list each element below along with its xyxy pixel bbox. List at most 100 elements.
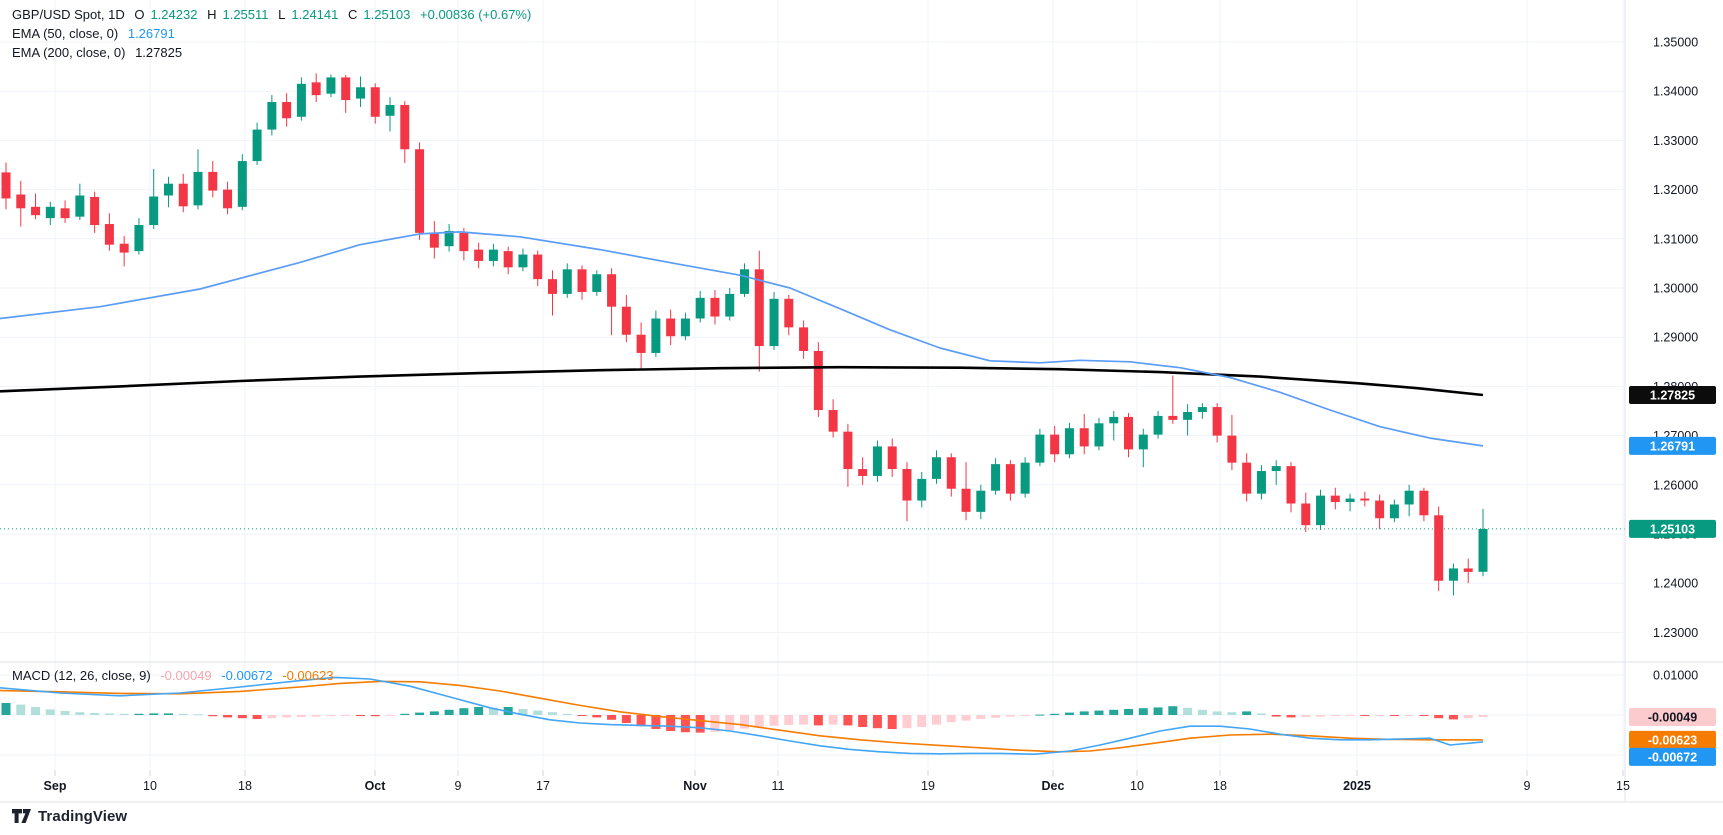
macd-histogram-bar <box>459 708 469 715</box>
time-axis-label[interactable]: Oct <box>365 779 387 793</box>
macd-histogram-bar <box>1360 715 1370 716</box>
macd-histogram-bar <box>1124 709 1134 715</box>
macd-histogram-bar <box>1301 715 1311 717</box>
ema50-line <box>0 231 1484 447</box>
candle-body <box>1389 504 1399 519</box>
price-axis-label[interactable]: 1.24000 <box>1653 577 1698 591</box>
symbol-title[interactable]: GBP/USD Spot, 1D <box>12 7 125 22</box>
macd-histogram-bar <box>1064 712 1074 715</box>
candle-body <box>518 254 528 268</box>
macd-histogram-bar <box>1389 715 1399 716</box>
candle-body <box>149 196 159 226</box>
candle-body <box>813 350 823 411</box>
open-label: O <box>134 7 145 22</box>
candle-body <box>976 490 986 512</box>
price-axis-label[interactable]: 1.29000 <box>1653 331 1698 345</box>
time-axis-label[interactable]: 11 <box>772 779 785 793</box>
price-axis-label[interactable]: 1.23000 <box>1653 626 1698 640</box>
macd-histogram-bar <box>1345 715 1355 716</box>
time-axis-label[interactable]: 10 <box>1130 779 1144 793</box>
macd-histogram-bar <box>267 715 277 719</box>
macd-histogram-bar <box>119 713 129 715</box>
macd-histogram-bar <box>961 715 971 721</box>
time-axis-label[interactable]: 19 <box>921 779 935 793</box>
ema200-value-badge: 1.27825 <box>1650 389 1695 403</box>
candle-body <box>178 183 188 207</box>
macd-signal-badge: -0.00623 <box>1648 733 1697 747</box>
time-axis-label[interactable]: Sep <box>44 779 67 793</box>
time-axis-label[interactable]: 9 <box>455 779 462 793</box>
high-value: 1.25511 <box>222 7 269 22</box>
candle-body <box>843 431 853 470</box>
macd-histogram-bar <box>1183 707 1193 715</box>
candle-body <box>577 269 587 292</box>
candle-body <box>163 183 173 196</box>
candle-body <box>695 297 705 319</box>
time-axis-label[interactable]: 9 <box>1524 779 1531 793</box>
price-axis-label[interactable]: 1.34000 <box>1653 85 1698 99</box>
macd-histogram-bar <box>60 711 70 715</box>
ema50-label: EMA (50, close, 0) <box>12 26 119 41</box>
macd-histogram-bar <box>104 713 114 715</box>
macd-legend-row[interactable]: MACD (12, 26, close, 9) -0.00049 -0.0067… <box>12 668 340 683</box>
macd-histogram-bar <box>1212 711 1222 715</box>
macd-histogram-bar <box>636 715 646 727</box>
ema50-value-badge-bg <box>1629 436 1716 455</box>
time-axis-label[interactable]: 10 <box>143 779 157 793</box>
candle-body <box>134 225 144 252</box>
candle-body <box>1050 434 1060 455</box>
candle-body <box>90 196 100 226</box>
price-axis-label[interactable]: 1.26000 <box>1653 478 1698 492</box>
macd-axis-label[interactable]: 0.01000 <box>1653 669 1698 683</box>
macd-hist-value: -0.00049 <box>160 668 212 683</box>
high-label: H <box>207 7 217 22</box>
candle-body <box>710 297 720 317</box>
ema50-value-badge: 1.26791 <box>1650 439 1695 453</box>
price-axis-label[interactable]: 1.35000 <box>1653 36 1698 50</box>
time-axis-label[interactable]: Nov <box>683 779 707 793</box>
macd-histogram-bar <box>134 713 144 715</box>
chart-legend-row-ema200[interactable]: EMA (200, close, 0) 1.27825 <box>12 45 188 60</box>
candle-body <box>1345 498 1355 503</box>
macd-histogram-bar <box>1079 711 1089 715</box>
time-axis-label[interactable]: 2025 <box>1343 779 1371 793</box>
macd-histogram-bar <box>577 715 587 716</box>
time-axis-label[interactable]: 18 <box>1213 779 1227 793</box>
macd-histogram-bar <box>385 715 395 716</box>
time-axis-label[interactable]: 15 <box>1616 779 1630 793</box>
macd-histogram-bar <box>1005 715 1015 717</box>
close-label: C <box>348 7 358 22</box>
time-axis-label[interactable]: 17 <box>536 779 550 793</box>
time-axis-label[interactable]: Dec <box>1042 779 1065 793</box>
price-axis-label[interactable]: 1.30000 <box>1653 282 1698 296</box>
price-axis-label[interactable]: 1.31000 <box>1653 232 1698 246</box>
macd-hist-badge: -0.00049 <box>1648 710 1697 724</box>
candle-body <box>887 446 897 470</box>
price-axis-label[interactable]: 1.33000 <box>1653 134 1698 148</box>
price-axis-label[interactable]: 1.32000 <box>1653 183 1698 197</box>
macd-histogram-bar <box>799 715 809 725</box>
candle-body <box>1124 416 1134 450</box>
macd-histogram-bar <box>1404 715 1414 716</box>
macd-histogram-bar <box>311 715 321 717</box>
candle-body <box>740 269 749 294</box>
time-axis-label[interactable]: 18 <box>238 779 252 793</box>
candle-body <box>1 172 11 199</box>
candle-body <box>1109 416 1119 424</box>
candle-body <box>1478 528 1488 572</box>
candle-body <box>1035 434 1045 463</box>
macd-histogram-bar <box>341 715 351 716</box>
low-value: 1.24141 <box>291 7 339 22</box>
macd-histogram-bar <box>769 715 779 726</box>
candle-body <box>1271 466 1281 472</box>
tradingview-brand[interactable]: TradingView <box>12 808 127 825</box>
candle-body <box>60 208 70 219</box>
macd-histogram-bar <box>828 715 838 725</box>
macd-histogram-bar <box>1434 715 1444 719</box>
candle-body <box>1286 466 1296 504</box>
macd-histogram-bar <box>1138 708 1148 715</box>
candle-body <box>946 457 956 489</box>
chart-legend-row-ema50[interactable]: EMA (50, close, 0) 1.26791 <box>12 26 181 41</box>
